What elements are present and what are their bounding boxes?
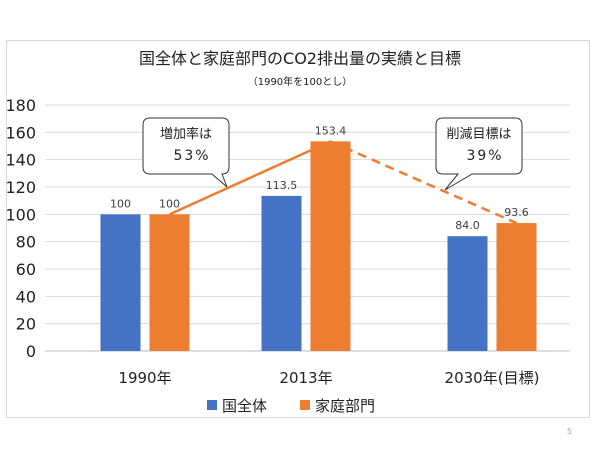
trend-line [168,140,518,225]
y-tick-label: 20 [16,315,36,334]
y-tick-label: 180 [5,96,36,115]
bars [100,141,537,351]
bar-household-1 [310,141,351,351]
legend: 国全体 家庭部門 [207,397,375,415]
callout-1: 削減目標は 39% [435,117,523,191]
callout-value: 39% [466,148,503,164]
value-labels: 100 113.5 84.0 100 153.4 93.6 [110,124,529,232]
page-number: 5 [566,427,572,436]
legend-swatch [207,400,217,410]
data-label: 113.5 [266,179,298,192]
x-tick-label: 2013年 [279,369,332,387]
bar-household-0 [149,214,190,351]
data-label: 93.6 [504,206,529,219]
trend-line-dashed [329,140,518,225]
callout-0: 増加率は 53% [142,117,230,188]
y-tick-label: 120 [5,178,36,197]
data-label: 84.0 [455,219,480,232]
y-tick-label: 160 [5,123,36,142]
data-label: 100 [110,197,131,210]
callout-bubble [435,117,523,191]
callout-text: 増加率は [160,126,212,142]
callout-value: 53% [173,148,210,164]
legend-swatch [300,400,310,410]
trend-line-solid [168,140,332,216]
y-tick-label: 40 [16,287,36,306]
chart-subtitle: （1990年を100とし） [248,75,353,88]
y-tick-label: 100 [5,205,36,224]
y-tick-label: 80 [16,233,36,252]
callout-text: 削減目標は [446,126,511,142]
bar-national-2 [447,236,488,351]
bar-national-1 [261,195,302,351]
bar-national-0 [100,214,141,351]
x-axis: 1990年 2013年 2030年(目標) [118,369,539,387]
x-tick-label: 1990年 [118,369,171,387]
y-tick-label: 60 [16,260,36,279]
legend-label: 家庭部門 [315,397,375,415]
callout-bubble [142,117,230,188]
chart-title: 国全体と家庭部門のCO2排出量の実績と目標 [139,49,461,68]
data-label: 100 [159,197,180,210]
legend-label: 国全体 [222,397,267,415]
callouts: 増加率は 53% 削減目標は 39% [142,117,523,191]
y-tick-label: 0 [26,342,36,361]
y-axis: 0 20 40 60 80 100 120 140 160 180 [5,96,36,361]
x-tick-label: 2030年(目標) [445,369,540,387]
data-label: 153.4 [315,124,347,137]
bar-household-2 [496,223,537,351]
y-tick-label: 140 [5,151,36,170]
